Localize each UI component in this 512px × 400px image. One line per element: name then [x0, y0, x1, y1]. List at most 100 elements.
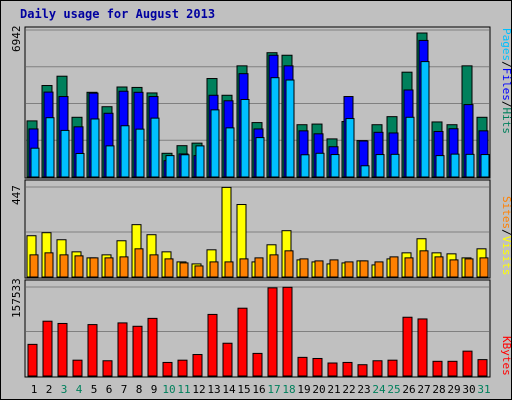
visits-ymax-label: 447: [10, 185, 23, 205]
hits-bar-pages-day-28: [435, 155, 445, 178]
kbytes-bar-kbytes-day-31: [477, 359, 488, 377]
hits-bar-pages-day-17: [270, 77, 280, 178]
day-label-10: 10: [162, 383, 175, 396]
kbytes-bar-kbytes-day-20: [312, 357, 323, 377]
day-label-3: 3: [61, 383, 68, 396]
legend-sep-3: /: [500, 229, 512, 236]
day-label-15: 15: [237, 383, 250, 396]
chart-title: Daily usage for August 2013: [20, 7, 215, 21]
panel-kbytes-bars: [27, 286, 488, 377]
hits-bar-pages-day-30: [465, 153, 475, 178]
legend-sites: Sites: [500, 196, 512, 229]
visits-bar-sites-day-18: [284, 250, 294, 278]
hits-bar-pages-day-24: [375, 154, 385, 178]
hits-bar-pages-day-26: [405, 116, 415, 178]
visits-bar-sites-day-27: [419, 250, 429, 278]
kbytes-bar-kbytes-day-19: [297, 356, 308, 377]
day-label-16: 16: [252, 383, 265, 396]
hits-bar-pages-day-20: [315, 152, 325, 178]
visits-bar-sites-day-15: [239, 258, 249, 278]
panel-visits-gridlines: [26, 186, 489, 233]
kbytes-bar-kbytes-day-15: [237, 307, 248, 377]
kbytes-bar-kbytes-day-6: [102, 360, 113, 377]
kbytes-bar-kbytes-day-25: [387, 359, 398, 377]
hits-bar-pages-day-13: [210, 109, 220, 178]
kbytes-legend: KBytes: [500, 336, 512, 376]
hits-bar-pages-day-15: [240, 98, 250, 178]
kbytes-bar-kbytes-day-13: [207, 313, 218, 377]
kbytes-bar-kbytes-day-14: [222, 342, 233, 377]
panel-kbytes: 157533 KBytes: [10, 278, 512, 378]
hits-bar-pages-day-23: [360, 165, 370, 178]
hits-bar-pages-day-2: [45, 117, 55, 178]
visits-bar-sites-day-28: [434, 256, 444, 278]
hits-bar-pages-day-10: [165, 155, 175, 178]
hits-bar-pages-day-5: [90, 118, 100, 178]
hits-bar-pages-day-8: [135, 128, 145, 178]
panel-hits-bars: [26, 32, 490, 178]
visits-bar-sites-day-17: [269, 254, 279, 278]
day-label-23: 23: [357, 383, 370, 396]
visits-bar-sites-day-13: [209, 261, 219, 278]
hits-legend: Pages/Files/Hits: [500, 28, 512, 134]
day-label-28: 28: [432, 383, 445, 396]
day-label-20: 20: [312, 383, 325, 396]
visits-bar-sites-day-10: [164, 258, 174, 278]
kbytes-bar-kbytes-day-3: [57, 322, 68, 377]
day-label-19: 19: [297, 383, 310, 396]
hits-bar-pages-day-21: [330, 154, 340, 178]
visits-bar-sites-day-23: [359, 260, 369, 278]
hits-bar-pages-day-12: [195, 145, 205, 178]
legend-hits: Hits: [500, 108, 512, 135]
visits-bar-sites-day-24: [374, 261, 384, 278]
visits-bar-sites-day-3: [59, 254, 69, 278]
visits-bar-sites-day-11: [179, 262, 189, 278]
legend-sep-2: /: [500, 101, 512, 108]
visits-legend: Sites/Visits: [500, 196, 512, 276]
hits-bar-pages-day-27: [420, 61, 430, 178]
kbytes-bar-kbytes-day-21: [327, 362, 338, 377]
hits-bar-pages-day-9: [150, 117, 160, 178]
day-label-1: 1: [31, 383, 38, 396]
day-label-7: 7: [121, 383, 128, 396]
visits-bar-sites-day-25: [389, 256, 399, 278]
visits-bar-sites-day-1: [29, 254, 39, 278]
panel-visits-sites: 447 Sites/Visits: [10, 179, 512, 279]
visits-bar-sites-day-12: [194, 265, 204, 278]
day-label-5: 5: [91, 383, 98, 396]
day-label-4: 4: [76, 383, 83, 396]
day-label-18: 18: [282, 383, 295, 396]
kbytes-bar-kbytes-day-18: [282, 286, 293, 377]
x-axis-day-labels: 1 2 3 4 5 6 7 8 9 10 11 12 13 14 15 16 17 18 19 20 21 22 23 24 2…: [31, 383, 491, 396]
kbytes-bar-kbytes-day-11: [177, 359, 188, 377]
hits-bar-pages-day-31: [480, 154, 490, 178]
kbytes-bar-kbytes-day-8: [132, 325, 143, 377]
hits-bar-pages-day-19: [300, 154, 310, 178]
hits-bar-pages-day-4: [75, 152, 85, 178]
visits-bar-sites-day-30: [464, 258, 474, 278]
kbytes-ymax-label: 157533: [10, 278, 23, 318]
kbytes-bar-kbytes-day-17: [267, 287, 278, 377]
day-label-2: 2: [46, 383, 53, 396]
panel-visits-bars: [26, 186, 489, 278]
day-label-9: 9: [151, 383, 158, 396]
legend-sep-1: /: [500, 61, 512, 68]
day-label-11: 11: [177, 383, 190, 396]
visits-bar-sites-day-14: [224, 261, 234, 278]
kbytes-bar-kbytes-day-7: [117, 322, 128, 377]
kbytes-bar-kbytes-day-4: [72, 359, 83, 377]
panel-hits-files-pages: 6942 Pages/Files/Hits: [10, 26, 512, 179]
day-label-6: 6: [106, 383, 113, 396]
day-label-8: 8: [136, 383, 143, 396]
kbytes-bar-kbytes-day-22: [342, 361, 353, 377]
hits-ymax-label: 6942: [10, 26, 23, 53]
hits-bar-pages-day-25: [390, 153, 400, 178]
legend-pages: Pages: [500, 28, 512, 61]
day-label-30: 30: [462, 383, 475, 396]
hits-bar-pages-day-6: [105, 145, 115, 178]
kbytes-bar-kbytes-day-1: [27, 343, 38, 377]
kbytes-bar-kbytes-day-12: [192, 354, 203, 377]
kbytes-bar-kbytes-day-5: [87, 324, 98, 377]
visits-bar-sites-day-29: [449, 259, 459, 278]
kbytes-bar-kbytes-day-26: [402, 316, 413, 377]
